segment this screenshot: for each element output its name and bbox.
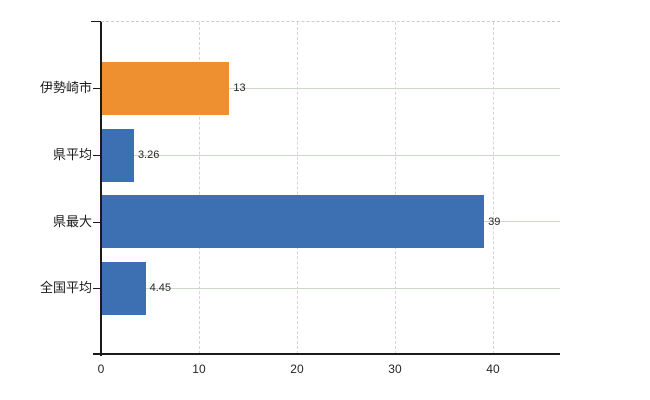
x-tick-label: 0 — [97, 362, 105, 376]
y-axis-line — [100, 22, 102, 356]
y-axis-tick — [93, 288, 100, 289]
value-label: 3.26 — [137, 149, 160, 161]
y-axis-tick — [93, 155, 100, 156]
v-gridline — [198, 22, 200, 354]
y-axis-tick — [93, 88, 100, 89]
category-label: 伊勢崎市 — [39, 80, 92, 95]
x-tick-label: 30 — [388, 362, 402, 376]
bar — [102, 61, 230, 115]
x-tick-label: 10 — [192, 362, 206, 376]
v-gridline — [492, 22, 494, 354]
x-tick-label: 20 — [290, 362, 304, 376]
value-label: 39 — [488, 215, 501, 228]
x-axis-line — [93, 353, 560, 355]
y-axis-tick — [93, 221, 100, 223]
value-label: 4.45 — [149, 282, 172, 294]
bar — [102, 195, 485, 248]
category-label: 全国平均 — [39, 280, 92, 295]
bar — [102, 261, 146, 315]
v-gridline — [296, 22, 298, 354]
h-gridline — [101, 154, 560, 156]
h-gridline — [101, 287, 560, 289]
y-axis-end-tick — [91, 21, 101, 22]
v-gridline — [394, 22, 396, 354]
plot-top-border — [101, 21, 560, 22]
bar — [102, 128, 134, 182]
category-label: 県平均 — [52, 147, 92, 162]
category-label: 県最大 — [52, 213, 92, 229]
plot-area: 13 3.26 39 4.45 — [101, 22, 560, 354]
value-label: 13 — [233, 82, 246, 94]
x-tick-label: 40 — [486, 362, 500, 376]
h-gridline — [101, 87, 560, 89]
